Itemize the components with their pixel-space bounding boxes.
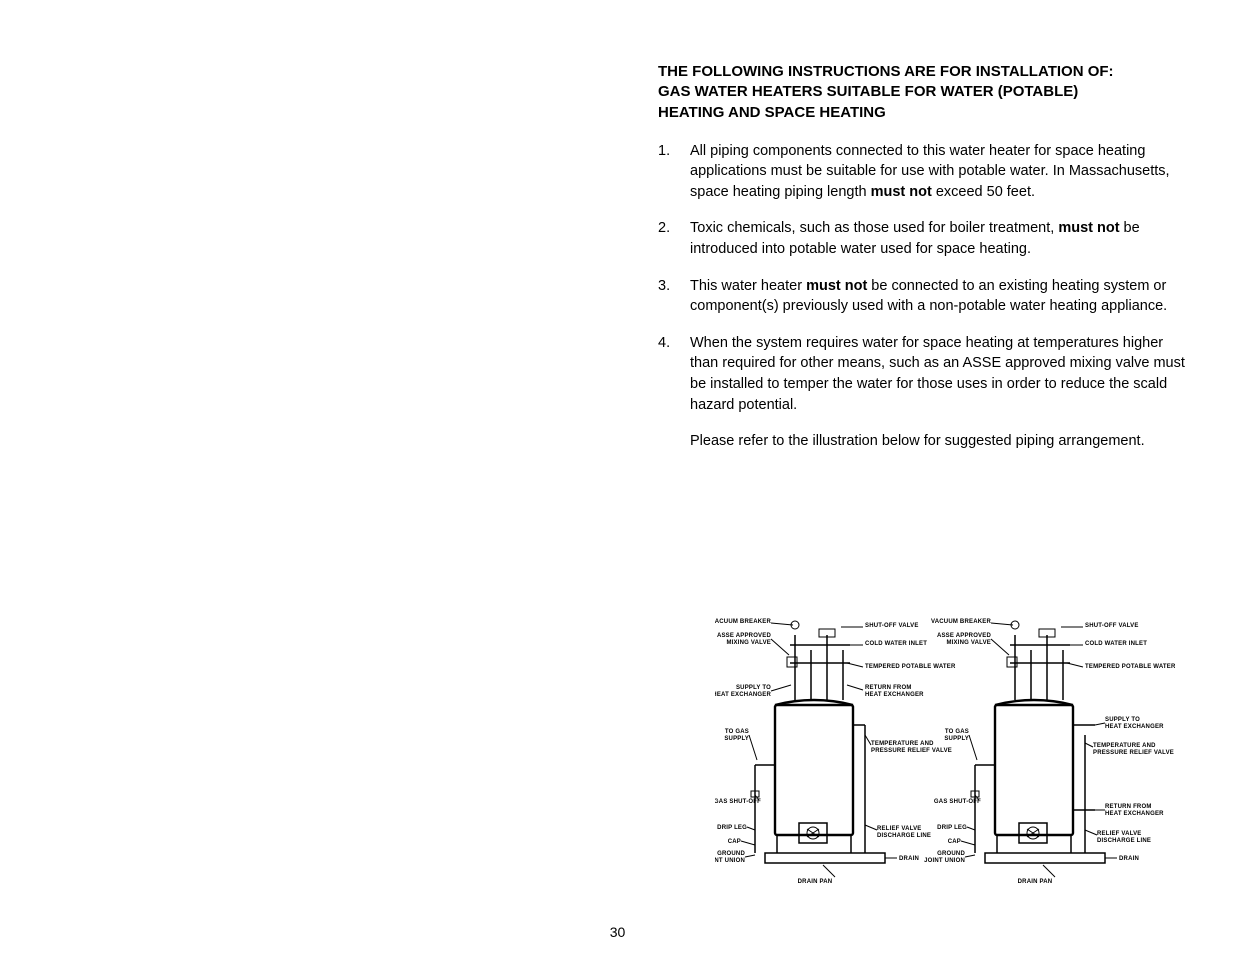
lbl-tp-1: TEMPERATURE AND — [1093, 743, 1156, 749]
instruction-text-pre: When the system requires water for space… — [690, 335, 1185, 413]
lbl-drip: DRIP LEG — [717, 825, 747, 831]
lbl-return-2: HEAT EXCHANGER — [1105, 811, 1164, 817]
instruction-text-bold: must not — [1058, 220, 1119, 236]
lbl-return-1: RETURN FROM — [865, 685, 912, 691]
page-heading: THE FOLLOWING INSTRUCTIONS ARE FOR INSTA… — [658, 62, 1193, 123]
lbl-tp-2: PRESSURE RELIEF VALVE — [1093, 750, 1174, 756]
lbl-tp-2: PRESSURE RELIEF VALVE — [871, 748, 952, 754]
lbl-return-1: RETURN FROM — [1105, 804, 1152, 810]
lbl-ground-1: GROUND — [937, 851, 965, 857]
lbl-shutoff: SHUT-OFF VALVE — [1085, 623, 1139, 629]
lbl-drainpan: DRAIN PAN — [798, 879, 833, 885]
lbl-ground-2: JOINT UNION — [715, 858, 745, 864]
instruction-text-pre: Toxic chemicals, such as those used for … — [690, 220, 1058, 236]
instruction-item: Toxic chemicals, such as those used for … — [658, 218, 1193, 259]
lbl-asse-2: MIXING VALVE — [946, 640, 991, 646]
heading-line-1: THE FOLLOWING INSTRUCTIONS ARE FOR INSTA… — [658, 63, 1114, 80]
lbl-asse-2: MIXING VALVE — [726, 640, 771, 646]
lbl-togas-1: TO GAS — [945, 729, 969, 735]
page-number: 30 — [0, 924, 1235, 940]
lbl-cold: COLD WATER INLET — [865, 641, 927, 647]
instruction-item: When the system requires water for space… — [658, 333, 1193, 415]
lbl-togas-2: SUPPLY — [724, 736, 749, 742]
lbl-drain: DRAIN — [899, 856, 919, 862]
lbl-togas-1: TO GAS — [725, 729, 749, 735]
lbl-drain: DRAIN — [1119, 856, 1139, 862]
heater-unit-1: VACUUM BREAKER ASSE APPROVED MIXING VALV… — [715, 619, 956, 885]
lbl-supply-2: HEAT EXCHANGER — [1105, 724, 1164, 730]
instruction-item: All piping components connected to this … — [658, 141, 1193, 203]
lbl-return-2: HEAT EXCHANGER — [865, 692, 924, 698]
lbl-relief-2: DISCHARGE LINE — [877, 833, 931, 839]
lbl-shutoff: SHUT-OFF VALVE — [865, 623, 919, 629]
heading-line-2: GAS WATER HEATERS SUITABLE FOR WATER (PO… — [658, 83, 1078, 100]
lbl-ground-2: JOINT UNION — [924, 858, 965, 864]
instruction-item: This water heater must not be connected … — [658, 276, 1193, 317]
lbl-drainpan: DRAIN PAN — [1018, 879, 1053, 885]
lbl-supply-1: SUPPLY TO — [736, 685, 771, 691]
lbl-tp-1: TEMPERATURE AND — [871, 741, 934, 747]
lbl-asse-1: ASSE APPROVED — [717, 633, 772, 639]
lbl-relief-1: RELIEF VALVE — [877, 826, 922, 832]
heater-unit-2: VACUUM BREAKER ASSE APPROVED MIXING VALV… — [924, 619, 1175, 885]
lbl-tempered: TEMPERED POTABLE WATER — [865, 664, 956, 670]
lbl-cold: COLD WATER INLET — [1085, 641, 1147, 647]
lbl-asse-1: ASSE APPROVED — [937, 633, 992, 639]
lbl-cap: CAP — [948, 839, 961, 845]
lbl-togas-2: SUPPLY — [944, 736, 969, 742]
heading-line-3: HEATING AND SPACE HEATING — [658, 104, 886, 121]
instruction-text-post: exceed 50 feet. — [932, 184, 1035, 200]
lbl-supply-2: HEAT EXCHANGER — [715, 692, 771, 698]
lbl-cap: CAP — [728, 839, 741, 845]
lbl-vacuum-breaker: VACUUM BREAKER — [931, 619, 991, 625]
instruction-list: All piping components connected to this … — [658, 141, 1193, 415]
lbl-drip: DRIP LEG — [937, 825, 967, 831]
lbl-vacuum-breaker: VACUUM BREAKER — [715, 619, 771, 625]
lbl-relief-2: DISCHARGE LINE — [1097, 838, 1151, 844]
instruction-page: THE FOLLOWING INSTRUCTIONS ARE FOR INSTA… — [658, 62, 1193, 452]
instruction-text-pre: This water heater — [690, 278, 806, 294]
lbl-relief-1: RELIEF VALVE — [1097, 831, 1142, 837]
lbl-supply-1: SUPPLY TO — [1105, 717, 1140, 723]
lbl-gas-shutoff: GAS SHUT-OFF — [715, 799, 761, 805]
lbl-tempered: TEMPERED POTABLE WATER — [1085, 664, 1175, 670]
instruction-text-bold: must not — [806, 278, 867, 294]
lbl-gas-shutoff: GAS SHUT-OFF — [934, 799, 981, 805]
refer-illustration-text: Please refer to the illustration below f… — [658, 431, 1193, 452]
piping-diagram: VACUUM BREAKER ASSE APPROVED MIXING VALV… — [715, 605, 1175, 905]
instruction-text-bold: must not — [871, 184, 932, 200]
lbl-ground-1: GROUND — [717, 851, 745, 857]
